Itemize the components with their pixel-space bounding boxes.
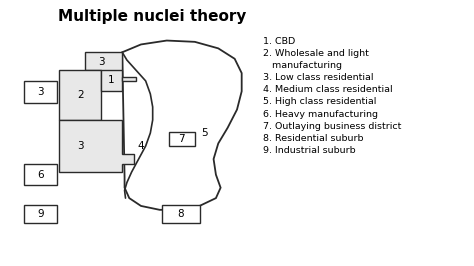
Text: 1. CBD
2. Wholesale and light
   manufacturing
3. Low class residential
4. Mediu: 1. CBD 2. Wholesale and light manufactur… xyxy=(263,37,401,155)
Polygon shape xyxy=(122,77,137,81)
Polygon shape xyxy=(101,70,122,91)
Polygon shape xyxy=(59,70,101,120)
Bar xyxy=(24,81,57,103)
Text: 3: 3 xyxy=(37,87,44,97)
Bar xyxy=(169,132,195,146)
Polygon shape xyxy=(59,120,134,172)
Polygon shape xyxy=(122,40,242,210)
Text: 4: 4 xyxy=(137,141,144,151)
Text: 5: 5 xyxy=(201,128,208,138)
Text: 3: 3 xyxy=(77,141,83,151)
Text: 2: 2 xyxy=(77,90,83,100)
Text: 6: 6 xyxy=(37,170,44,180)
Text: 1: 1 xyxy=(108,75,115,85)
Text: 8: 8 xyxy=(177,209,184,219)
Text: 7: 7 xyxy=(178,134,185,144)
Text: 3: 3 xyxy=(98,57,104,67)
Bar xyxy=(24,164,57,185)
Text: 9: 9 xyxy=(37,209,44,219)
Text: Multiple nuclei theory: Multiple nuclei theory xyxy=(58,9,247,24)
Bar xyxy=(162,205,200,223)
Polygon shape xyxy=(85,52,122,81)
Bar xyxy=(24,205,57,223)
